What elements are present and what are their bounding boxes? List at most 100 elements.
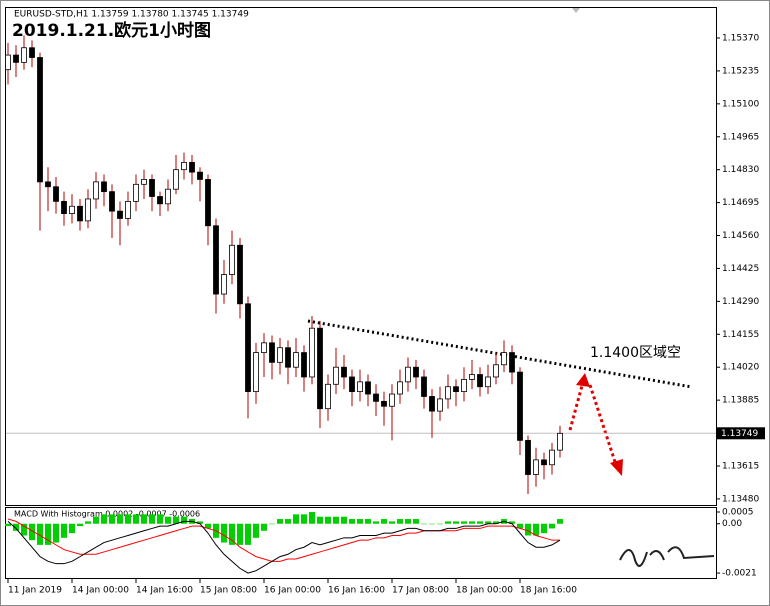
- y-tick-label: 1.14020: [722, 363, 759, 373]
- histogram-bar: [269, 523, 275, 525]
- y-tick-label: 1.15370: [722, 33, 759, 43]
- candle-body: [253, 352, 259, 393]
- histogram-bar: [389, 521, 395, 524]
- current-price-box: [717, 427, 765, 440]
- candle-body: [541, 459, 547, 466]
- candle-body: [197, 171, 203, 180]
- histogram-bar: [205, 523, 211, 529]
- y-tick-label: 1.13885: [722, 396, 759, 406]
- histogram-bar: [253, 523, 259, 538]
- shift-marker: [572, 8, 580, 13]
- candle-body: [229, 244, 235, 275]
- candle-body: [357, 381, 363, 393]
- candle-body: [85, 198, 91, 222]
- candle-body: [389, 393, 395, 407]
- candle-body: [213, 225, 219, 295]
- x-tick-label: 17 Jan 08:00: [392, 586, 449, 596]
- histogram-bar: [421, 523, 427, 525]
- histogram-bar: [101, 514, 107, 524]
- candle-body: [77, 205, 83, 222]
- histogram-bar: [165, 516, 171, 524]
- x-tick-label: 15 Jan 08:00: [200, 586, 257, 596]
- candle-body: [493, 364, 499, 378]
- histogram-bar: [373, 521, 379, 524]
- histogram-bar: [445, 521, 451, 524]
- histogram-bar: [341, 516, 347, 524]
- candle-body: [477, 374, 483, 388]
- histogram-bar: [5, 523, 11, 527]
- histogram-bar: [197, 521, 203, 524]
- histogram-bar: [109, 514, 115, 524]
- candle-body: [469, 374, 475, 380]
- histogram-bar: [69, 523, 75, 534]
- x-tick-label: 18 Jan 16:00: [520, 586, 577, 596]
- histogram-bar: [517, 523, 523, 529]
- histogram-bar: [357, 519, 363, 524]
- y-tick-label: 1.14830: [722, 165, 759, 175]
- candle-body: [165, 188, 171, 205]
- histogram-bar: [285, 519, 291, 524]
- histogram-bar: [293, 514, 299, 524]
- candle-body: [69, 205, 75, 214]
- candle-body: [221, 274, 227, 295]
- histogram-bar: [397, 519, 403, 524]
- candle-body: [5, 54, 11, 71]
- candle-body: [261, 342, 267, 353]
- histogram-bar: [413, 519, 419, 524]
- histogram-bar: [429, 523, 435, 525]
- histogram-bar: [173, 516, 179, 524]
- candle-body: [21, 47, 27, 63]
- candle-body: [245, 303, 251, 393]
- candle-body: [381, 400, 387, 407]
- histogram-bar: [237, 523, 243, 545]
- y-tick-label: 1.14560: [722, 231, 759, 241]
- indicator-panel: [5, 507, 717, 579]
- candle-body: [421, 376, 427, 397]
- candle-body: [53, 186, 59, 202]
- histogram-bar: [93, 516, 99, 524]
- candle-body: [461, 379, 467, 393]
- indicator-label: MACD With Histogram 0.0002 -0.0007 -0.00…: [14, 510, 200, 519]
- candle-body: [549, 449, 555, 466]
- histogram-bar: [301, 514, 307, 524]
- candle-body: [533, 459, 539, 475]
- histogram-bar: [181, 516, 187, 524]
- annotation: 1.1400区域空: [590, 345, 681, 361]
- y-tick-label: 1.14965: [722, 132, 759, 142]
- histogram-bar: [541, 523, 547, 534]
- candle-body: [413, 366, 419, 378]
- current-price-label: 1.13749: [721, 429, 758, 439]
- candle-body: [373, 393, 379, 402]
- histogram-bar: [37, 523, 43, 545]
- candle-body: [93, 181, 99, 200]
- candle-body: [181, 161, 187, 171]
- histogram-bar: [469, 521, 475, 524]
- histogram-bar: [309, 511, 315, 524]
- histogram-bar: [53, 523, 59, 543]
- y-tick-label: -0.0021: [722, 569, 757, 579]
- candle-body: [509, 352, 515, 373]
- histogram-bar: [277, 519, 283, 524]
- candle-body: [117, 210, 123, 219]
- down-arrow: [588, 384, 618, 466]
- candle-body: [29, 47, 35, 58]
- histogram-bar: [21, 523, 27, 536]
- x-tick-label: 14 Jan 00:00: [72, 586, 129, 596]
- histogram-bar: [461, 521, 467, 524]
- candle-body: [293, 352, 299, 368]
- chart-title: 2019.1.21.欧元1小时图: [12, 20, 211, 41]
- candle-body: [349, 376, 355, 393]
- histogram-bar: [549, 523, 555, 529]
- candle-body: [141, 179, 147, 185]
- candle-body: [133, 183, 139, 202]
- candle-body: [397, 381, 403, 395]
- candle-body: [157, 196, 163, 205]
- y-tick-label: 1.14290: [722, 297, 759, 307]
- x-tick-label: 16 Jan 16:00: [328, 586, 385, 596]
- up-arrow-head: [576, 373, 590, 387]
- candle-body: [309, 327, 315, 378]
- histogram-bar: [85, 521, 91, 524]
